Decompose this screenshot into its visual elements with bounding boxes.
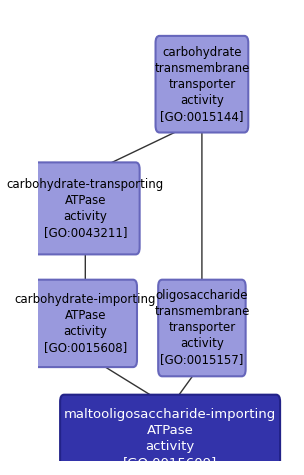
Text: carbohydrate-transporting
ATPase
activity
[GO:0043211]: carbohydrate-transporting ATPase activit…: [7, 178, 164, 239]
Text: oligosaccharide
transmembrane
transporter
activity
[GO:0015157]: oligosaccharide transmembrane transporte…: [154, 289, 250, 367]
FancyBboxPatch shape: [60, 395, 280, 475]
Text: carbohydrate
transmembrane
transporter
activity
[GO:0015144]: carbohydrate transmembrane transporter a…: [154, 46, 250, 123]
Text: maltooligosaccharide-importing
ATPase
activity
[GO:0015609]: maltooligosaccharide-importing ATPase ac…: [64, 408, 276, 469]
FancyBboxPatch shape: [158, 280, 246, 376]
FancyBboxPatch shape: [156, 36, 248, 133]
FancyBboxPatch shape: [31, 162, 140, 255]
FancyBboxPatch shape: [34, 280, 137, 367]
Text: carbohydrate-importing
ATPase
activity
[GO:0015608]: carbohydrate-importing ATPase activity […: [15, 293, 156, 354]
